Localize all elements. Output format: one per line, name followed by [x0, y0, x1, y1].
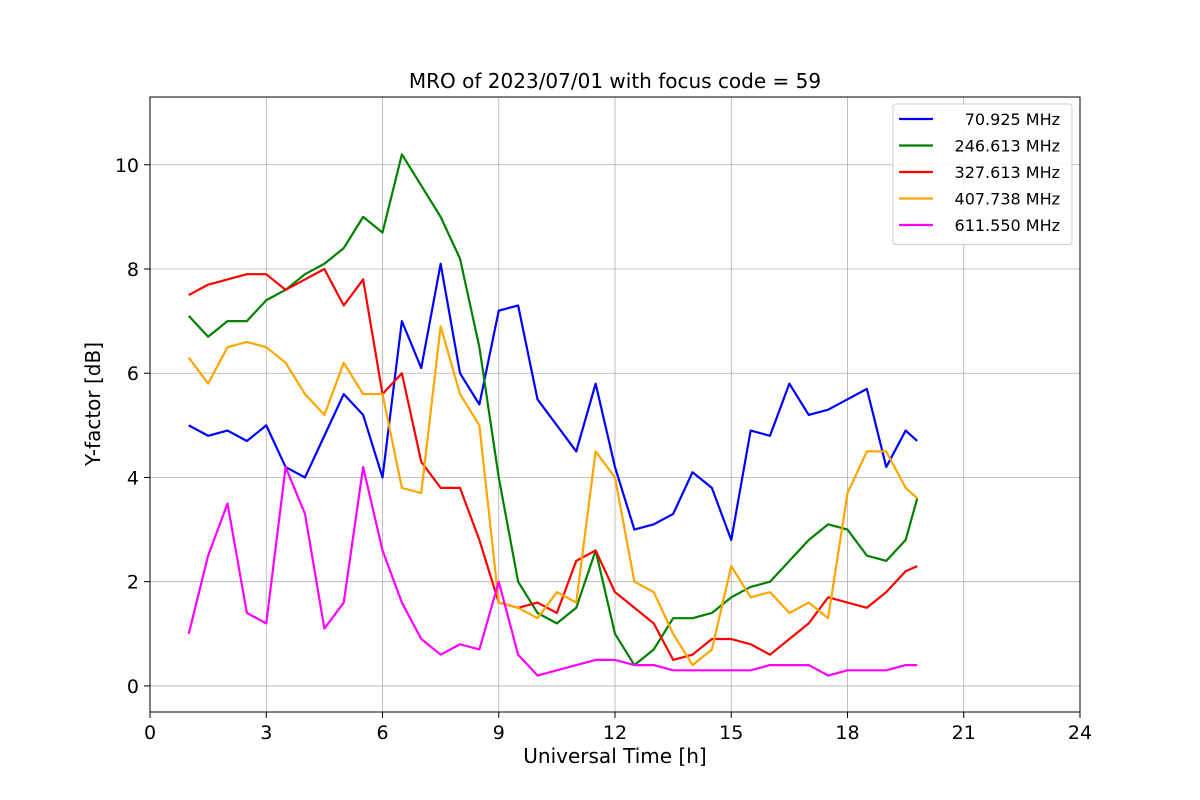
legend-box [892, 103, 1073, 245]
x-tick-label: 12 [603, 722, 627, 744]
y-tick-label: 10 [115, 155, 139, 177]
series-line-1 [188, 262, 918, 542]
legend-label-2: 246.613 MHz [955, 137, 1060, 156]
x-tick-label: 6 [376, 722, 388, 744]
legend-label-1: 70.925 MHz [965, 110, 1060, 129]
series-line-4 [187, 325, 918, 667]
x-tick-label: 24 [1068, 722, 1092, 744]
y-tick-label: 2 [127, 572, 139, 594]
y-tick-label: 6 [127, 363, 139, 385]
y-tick-label: 8 [127, 259, 139, 281]
legend: 70.925 MHz 246.613 MHz 327.613 MHz 407.738 … [892, 103, 1073, 245]
x-tick-label: 0 [144, 722, 156, 744]
series-line-5 [187, 465, 918, 677]
x-axis-label: Universal Time [h] [523, 744, 706, 768]
series-line-2 [187, 153, 919, 667]
y-tick-label: 4 [127, 467, 139, 489]
series-line-3 [188, 267, 918, 661]
legend-label-4: 407.738 MHz [955, 190, 1060, 209]
x-tick-label: 3 [260, 722, 272, 744]
x-tick-label: 9 [493, 722, 505, 744]
y-tick-label: 0 [127, 676, 139, 698]
x-tick-label: 18 [835, 722, 859, 744]
chart-title: MRO of 2023/07/01 with focus code = 59 [409, 69, 821, 93]
legend-label-5: 611.550 MHz [955, 216, 1060, 235]
y-axis-label: Y-factor [dB] [81, 342, 105, 467]
x-tick-label: 21 [952, 722, 976, 744]
x-tick-label: 15 [719, 722, 743, 744]
legend-label-3: 327.613 MHz [955, 163, 1060, 182]
series-layer [187, 153, 919, 677]
